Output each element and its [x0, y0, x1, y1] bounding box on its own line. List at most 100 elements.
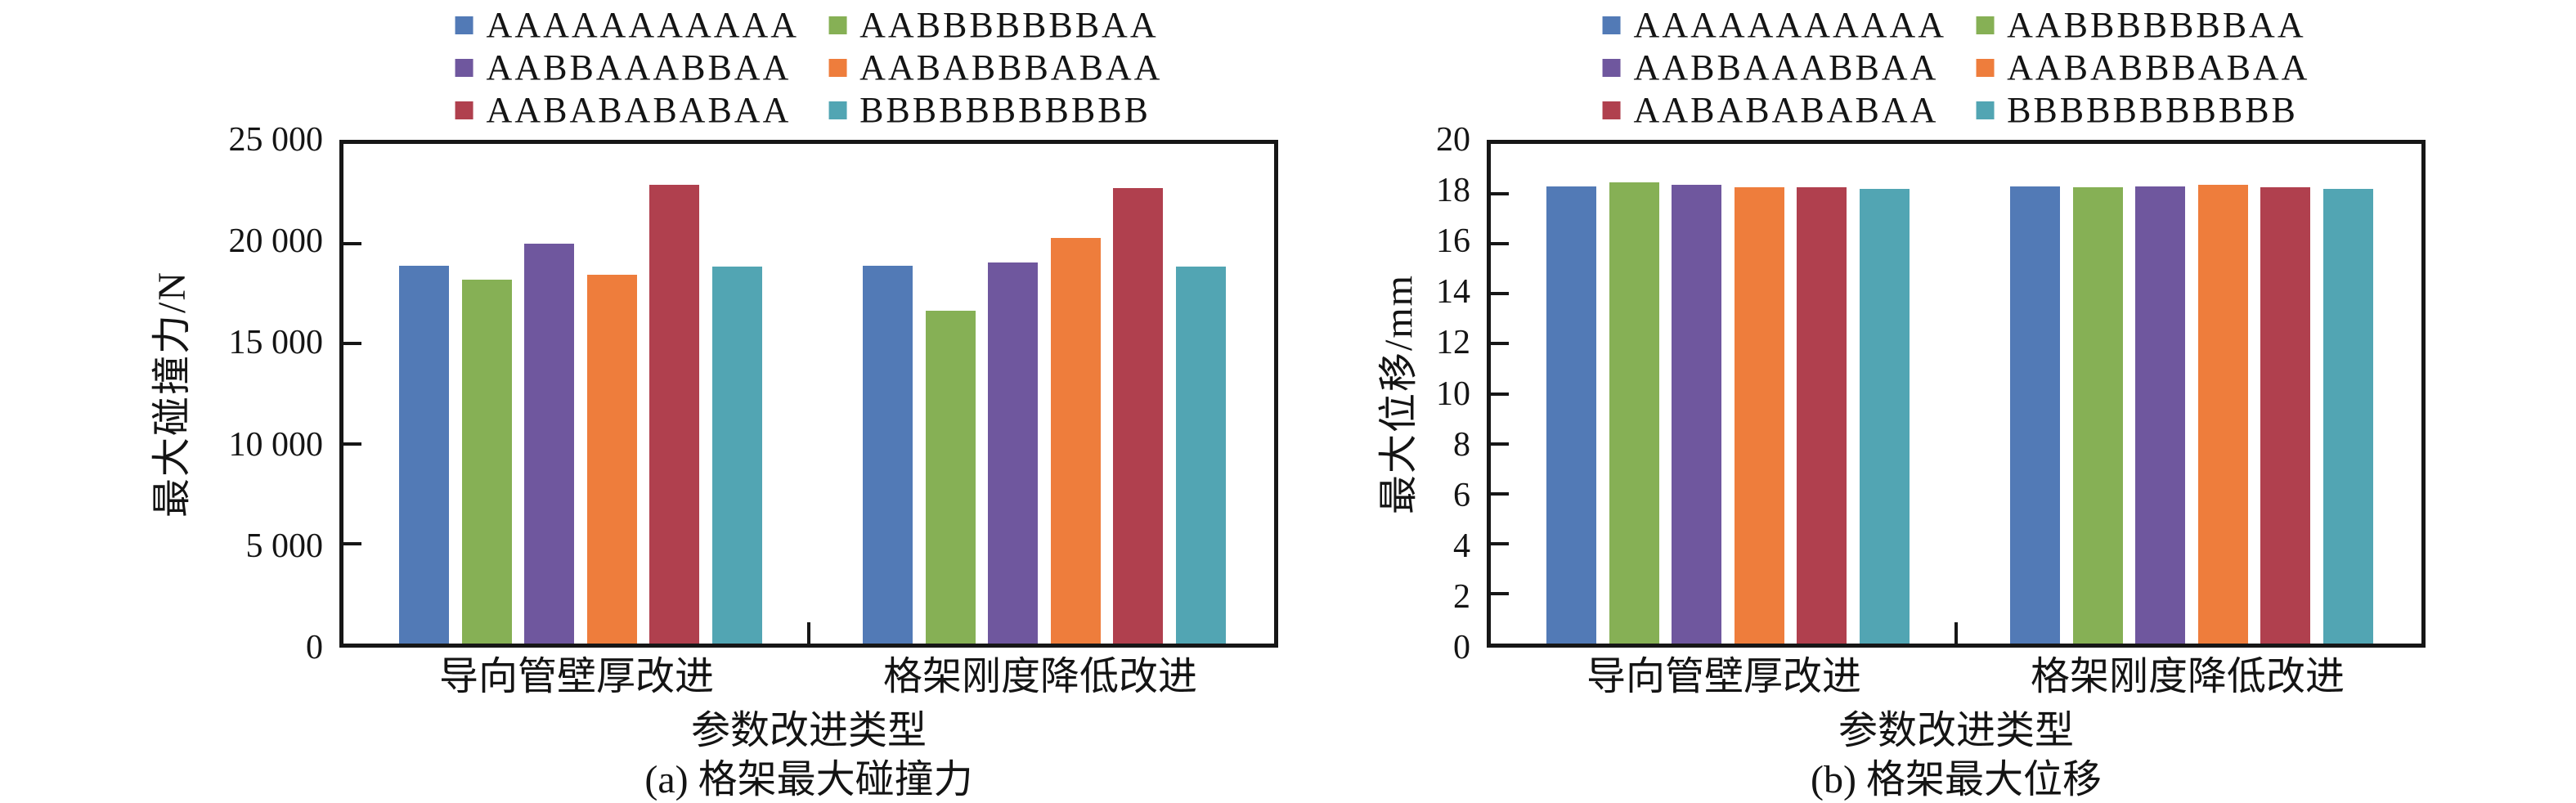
y-axis-title-b: 最大位移/mm: [1377, 273, 1420, 514]
legend-swatch-icon: [455, 101, 473, 119]
bar: [863, 266, 913, 644]
y-tick-label: 10 000: [228, 425, 324, 464]
bar: [461, 280, 512, 644]
x-axis-title-a: 参数改进类型: [690, 709, 927, 752]
legend-label: BBBBBBBBBBB: [859, 90, 1151, 130]
bar: [1609, 182, 1659, 644]
bar: [1672, 185, 1722, 644]
legend-swatch-icon: [455, 16, 473, 34]
panel-b: AAAAAAAAAAA AABBBBBBBAA AABBAAABBAA AABABBB…: [1288, 0, 2576, 803]
legend-swatch-icon: [1602, 101, 1621, 119]
bar: [2197, 185, 2248, 644]
category-label: 导向管壁厚改进: [1586, 655, 1862, 698]
y-tick-label: 20: [1436, 121, 1470, 159]
bar: [1860, 189, 1910, 644]
legend-swatch-icon: [828, 59, 847, 77]
legend-label: AABABABABAA: [486, 90, 792, 130]
legend-item: AABBAAABBAA: [1602, 47, 1947, 88]
legend-item: AABABABABAA: [455, 90, 800, 131]
y-tick: [1491, 541, 1509, 545]
y-tick-label: 6: [1453, 476, 1470, 514]
legend-label: AABABBBABAA: [2007, 47, 2310, 87]
caption-b: (b) 格架最大位移: [1811, 758, 2102, 801]
y-tick: [343, 541, 361, 545]
y-tick-label: 20 000: [228, 222, 324, 261]
legend-label: AABBBBBBBAA: [859, 5, 1159, 45]
legend-label: BBBBBBBBBBB: [2007, 90, 2298, 130]
legend-swatch-icon: [1976, 16, 1995, 34]
y-tick: [1491, 242, 1509, 246]
y-tick: [343, 442, 361, 446]
legend-swatch-icon: [1602, 59, 1621, 77]
y-tick-label: 14: [1436, 273, 1470, 312]
plot-area-b: [1487, 140, 2426, 648]
legend-label: AAAAAAAAAAA: [1633, 5, 1947, 45]
x-category-divider-tick: [807, 622, 810, 644]
y-tick-label: 2: [1453, 577, 1470, 616]
bar: [2010, 186, 2060, 644]
bar: [2072, 187, 2123, 644]
legend-swatch-icon: [828, 101, 847, 119]
y-tick-label: 8: [1453, 425, 1470, 464]
legend-item: AAAAAAAAAAA: [455, 5, 800, 46]
y-tick: [1491, 491, 1509, 496]
x-axis-title-b: 参数改进类型: [1838, 709, 2075, 752]
category-label: 格架刚度降低改进: [882, 655, 1198, 698]
legend-item: AABABBBABAA: [1976, 47, 2309, 88]
category-label: 格架刚度降低改进: [2030, 655, 2345, 698]
legend-item: AABBAAABBAA: [455, 47, 800, 88]
category-label: 导向管壁厚改进: [438, 655, 715, 698]
y-tick-label: 4: [1453, 527, 1470, 565]
y-tick: [1491, 192, 1509, 196]
x-category-divider-tick: [1954, 622, 1958, 644]
plot-area-a: [339, 140, 1278, 648]
panel-a: AAAAAAAAAAA AABBBBBBBAA AABBAAABBAA AABABBB…: [150, 5, 1278, 801]
bar: [2260, 187, 2311, 644]
y-tick: [1491, 292, 1509, 296]
legend-swatch-icon: [1976, 101, 1995, 119]
bar: [1797, 187, 1847, 644]
caption-a: (a) 格架最大碰撞力: [644, 758, 973, 801]
legend-item: AABABABABAA: [1602, 90, 1947, 131]
legend-swatch-icon: [1976, 59, 1995, 77]
y-tick: [343, 342, 361, 346]
bar: [1176, 267, 1226, 644]
legend-label: AABABABABAA: [1633, 90, 1939, 130]
legend-a: AAAAAAAAAAA AABBBBBBBAA AABBAAABBAA AABABBB…: [455, 5, 1163, 131]
y-tick-label: 0: [1453, 629, 1470, 666]
legend-label: AAAAAAAAAAA: [486, 5, 800, 45]
y-tick: [1491, 392, 1509, 396]
y-tick-label: 5 000: [245, 527, 324, 565]
legend-item: BBBBBBBBBBB: [1976, 90, 2309, 131]
legend-label: AABBBBBBBAA: [2007, 5, 2306, 45]
bar: [649, 185, 700, 644]
legend-label: AABBAAABBAA: [1633, 47, 1939, 87]
y-tick-label: 18: [1436, 172, 1470, 210]
legend-swatch-icon: [828, 16, 847, 34]
legend-item: AABBBBBBBAA: [1976, 5, 2309, 46]
y-axis-title-a: 最大碰撞力/N: [150, 270, 194, 518]
y-tick: [1491, 591, 1509, 595]
bar: [2135, 186, 2186, 644]
legend-item: BBBBBBBBBBB: [828, 90, 1162, 131]
legend-label: AABBAAABBAA: [486, 47, 792, 87]
bar: [1050, 237, 1101, 644]
y-tick: [1491, 442, 1509, 446]
y-tick-label: 16: [1436, 222, 1470, 261]
bar: [399, 266, 449, 644]
bar: [988, 262, 1039, 644]
bar: [524, 244, 575, 644]
bar: [1734, 187, 1784, 644]
legend-label: AABABBBABAA: [859, 47, 1163, 87]
legend-swatch-icon: [1602, 16, 1621, 34]
legend-item: AABABBBABAA: [828, 47, 1162, 88]
y-tick-label: 0: [306, 629, 323, 666]
bar: [2323, 189, 2373, 644]
bar: [586, 275, 637, 644]
legend-item: AAAAAAAAAAA: [1602, 5, 1947, 46]
y-tick-label: 15 000: [228, 324, 324, 362]
y-tick-label: 25 000: [228, 121, 324, 159]
y-tick-label: 12: [1436, 324, 1470, 362]
bar: [712, 267, 762, 644]
